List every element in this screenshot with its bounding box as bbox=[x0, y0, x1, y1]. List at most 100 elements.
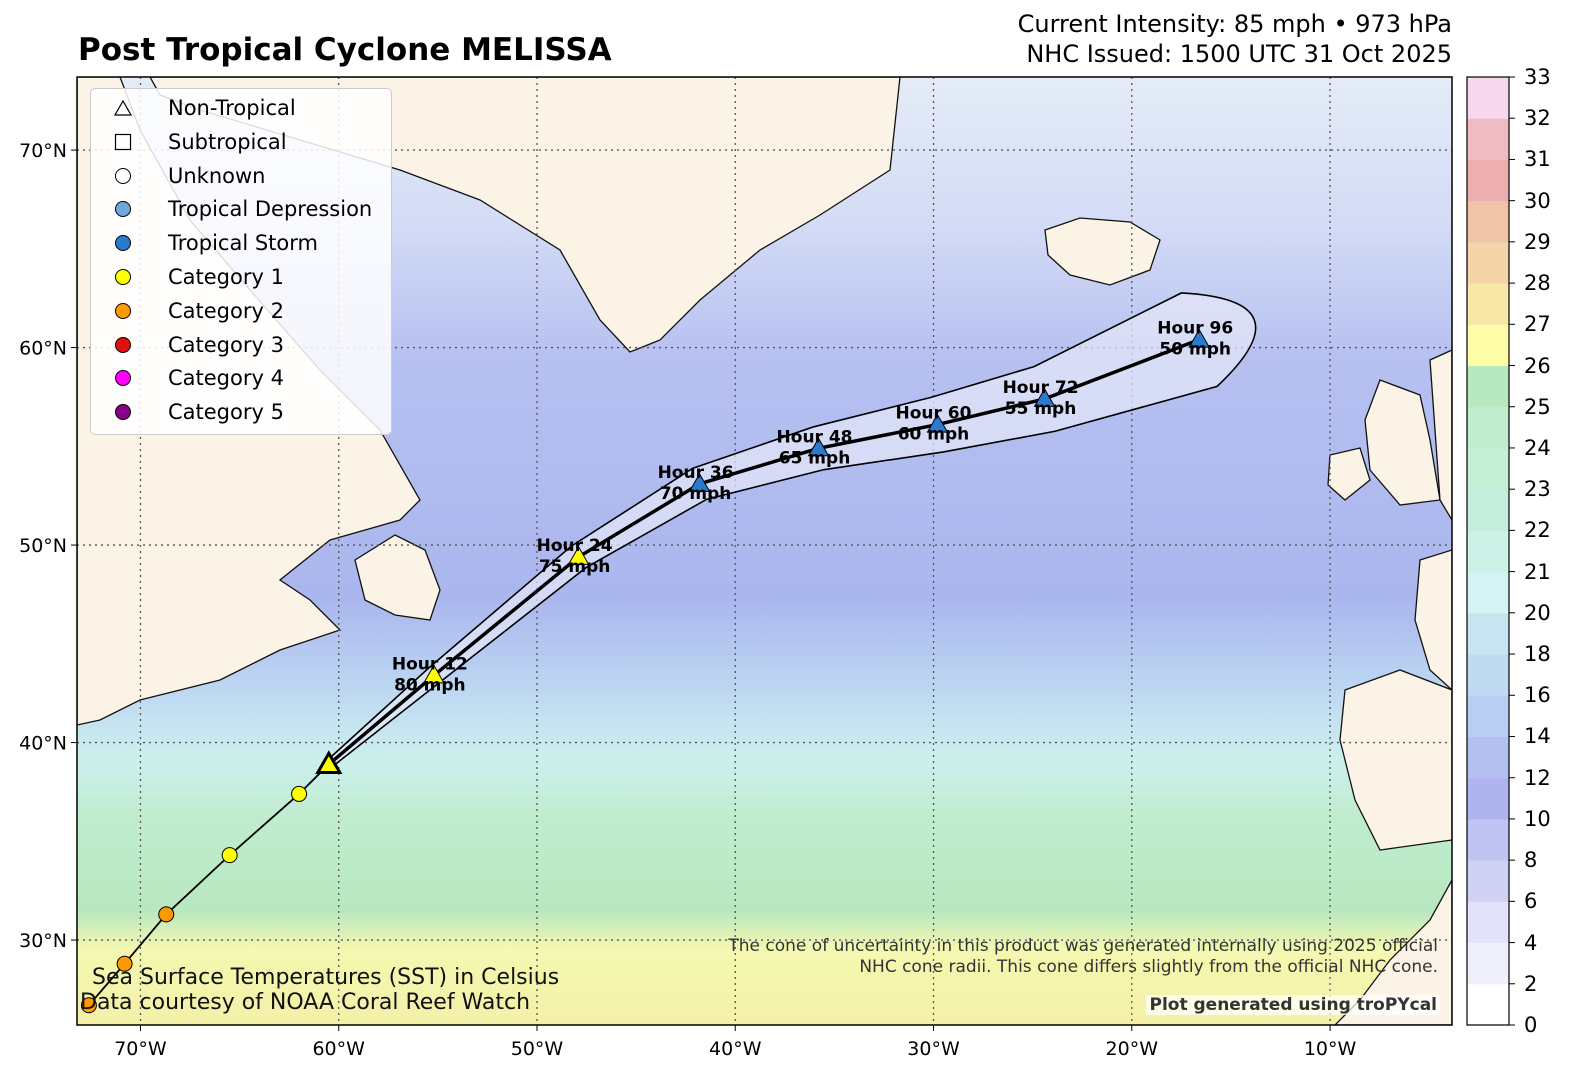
forecast-wind-label: 70 mph bbox=[660, 484, 732, 504]
forecast-hour-label: Hour 24 bbox=[537, 536, 613, 556]
nhc-issued: NHC Issued: 1500 UTC 31 Oct 2025 bbox=[1026, 40, 1452, 68]
colorbar-bin bbox=[1467, 365, 1509, 408]
cone-of-uncertainty bbox=[325, 292, 1257, 769]
colorbar-tick-label: 6 bbox=[1524, 889, 1538, 914]
europe bbox=[1414, 549, 1452, 691]
forecast-wind-label: 60 mph bbox=[898, 425, 970, 445]
colorbar-bin bbox=[1467, 736, 1509, 779]
legend-circle-icon bbox=[108, 336, 138, 354]
legend-circle-icon bbox=[108, 200, 138, 218]
colorbar-tick-label: 21 bbox=[1524, 559, 1551, 584]
legend-circle-icon bbox=[108, 302, 138, 320]
lat-tick-label: 60°N bbox=[19, 338, 67, 360]
colorbar-bin bbox=[1467, 159, 1509, 202]
colorbar-bin bbox=[1467, 612, 1509, 655]
map-frame bbox=[76, 76, 1453, 1026]
forecast-marker bbox=[807, 437, 830, 457]
british-isles bbox=[1364, 379, 1441, 506]
legend: Non-Tropical Subtropical Unknown Tropical D… bbox=[90, 88, 392, 435]
colorbar-tick-label: 32 bbox=[1524, 106, 1551, 131]
colorbar-bin bbox=[1467, 447, 1509, 490]
forecast-marker bbox=[567, 545, 590, 565]
iberia bbox=[1339, 669, 1452, 851]
legend-label: Subtropical bbox=[168, 129, 287, 154]
legend-label: Category 5 bbox=[168, 400, 284, 425]
colorbar-tick-label: 30 bbox=[1524, 188, 1551, 213]
forecast-marker bbox=[688, 472, 711, 492]
colorbar-tick-label: 23 bbox=[1524, 477, 1551, 502]
lon-tick-label: 60°W bbox=[312, 1038, 365, 1060]
past-position-marker bbox=[221, 847, 238, 864]
lon-tick-label: 20°W bbox=[1106, 1038, 1159, 1060]
past-position-marker bbox=[116, 955, 133, 972]
forecast-hour-label: Hour 36 bbox=[658, 463, 734, 483]
lon-tick-label: 50°W bbox=[511, 1038, 564, 1060]
legend-label: Tropical Storm bbox=[168, 231, 318, 256]
colorbar-bin bbox=[1467, 571, 1509, 614]
colorbar-tick-label: 4 bbox=[1524, 930, 1538, 955]
sst-note-line1: Sea Surface Temperatures (SST) in Celsiu… bbox=[92, 965, 560, 990]
colorbar-tick-label: 14 bbox=[1524, 724, 1551, 749]
forecast-hour-label: Hour 48 bbox=[777, 427, 853, 447]
sst-note-line2: Data courtesy of NOAA Coral Reef Watch bbox=[80, 990, 531, 1015]
lon-tick-label: 70°W bbox=[114, 1038, 167, 1060]
past-position-marker bbox=[158, 906, 175, 923]
colorbar-tick-label: 26 bbox=[1524, 353, 1551, 378]
colorbar-bin bbox=[1467, 818, 1509, 861]
colorbar-tick-label: 18 bbox=[1524, 642, 1551, 667]
lat-tick-label: 50°N bbox=[19, 535, 67, 557]
colorbar-tick-label: 29 bbox=[1524, 229, 1551, 254]
legend-item: Category 1 bbox=[91, 262, 284, 292]
colorbar-tick-label: 2 bbox=[1524, 971, 1538, 996]
forecast-wind-label: 55 mph bbox=[1005, 399, 1077, 419]
forecast-wind-label: 65 mph bbox=[779, 448, 851, 468]
lon-tick-label: 30°W bbox=[907, 1038, 960, 1060]
colorbar-bin bbox=[1467, 901, 1509, 944]
legend-square-icon bbox=[108, 133, 138, 151]
ireland bbox=[1327, 447, 1371, 501]
legend-item: Category 2 bbox=[91, 296, 284, 326]
colorbar-tick-label: 0 bbox=[1524, 1013, 1538, 1037]
legend-label: Unknown bbox=[168, 163, 266, 188]
legend-item: Non-Tropical bbox=[91, 93, 296, 123]
colorbar-tick-label: 25 bbox=[1524, 394, 1551, 419]
legend-circle-icon bbox=[108, 268, 138, 286]
legend-label: Category 3 bbox=[168, 332, 284, 357]
legend-circle-icon bbox=[108, 167, 138, 185]
forecast-wind-label: 75 mph bbox=[539, 557, 611, 577]
forecast-marker bbox=[1033, 387, 1056, 407]
colorbar-bin bbox=[1467, 77, 1509, 119]
colorbar-bin bbox=[1467, 118, 1509, 160]
colorbar-tick-label: 20 bbox=[1524, 600, 1551, 625]
legend-item: Unknown bbox=[91, 161, 265, 191]
scandinavia bbox=[1429, 349, 1452, 522]
colorbar-bin bbox=[1467, 241, 1509, 284]
forecast-hour-label: Hour 72 bbox=[1003, 378, 1079, 398]
legend-item: Tropical Depression bbox=[91, 194, 372, 224]
colorbar-tick-label: 33 bbox=[1524, 65, 1551, 89]
legend-item: Tropical Storm bbox=[91, 228, 318, 258]
axis-ticks: 70°W 60°W 50°W 40°W 30°W 20°W 10°W 30°N 40°N 50°N… bbox=[19, 140, 1356, 1060]
forecast-marker bbox=[423, 664, 445, 684]
lat-tick-label: 40°N bbox=[19, 733, 67, 755]
forecast-hour-label: Hour 96 bbox=[1157, 319, 1233, 339]
legend-label: Category 1 bbox=[168, 265, 284, 289]
colorbar-bin bbox=[1467, 942, 1509, 985]
legend-triangle-icon bbox=[108, 100, 138, 116]
past-position-marker bbox=[291, 785, 308, 802]
colorbar-bin bbox=[1467, 695, 1509, 737]
colorbar-bin bbox=[1467, 489, 1509, 531]
legend-circle-icon bbox=[108, 234, 138, 252]
colorbar-tick-label: 12 bbox=[1524, 765, 1551, 790]
colorbar-bin bbox=[1467, 324, 1509, 367]
legend-label: Non-Tropical bbox=[168, 96, 296, 120]
legend-circle-icon bbox=[108, 369, 138, 387]
colorbar-tick-label: 27 bbox=[1524, 312, 1551, 337]
legend-item: Category 3 bbox=[91, 330, 284, 360]
current-position-marker bbox=[315, 750, 343, 775]
colorbar bbox=[1466, 76, 1515, 1026]
legend-label: Tropical Depression bbox=[168, 197, 373, 222]
forecast-wind-label: 80 mph bbox=[394, 675, 466, 695]
colorbar-tick-label: 31 bbox=[1524, 147, 1551, 172]
